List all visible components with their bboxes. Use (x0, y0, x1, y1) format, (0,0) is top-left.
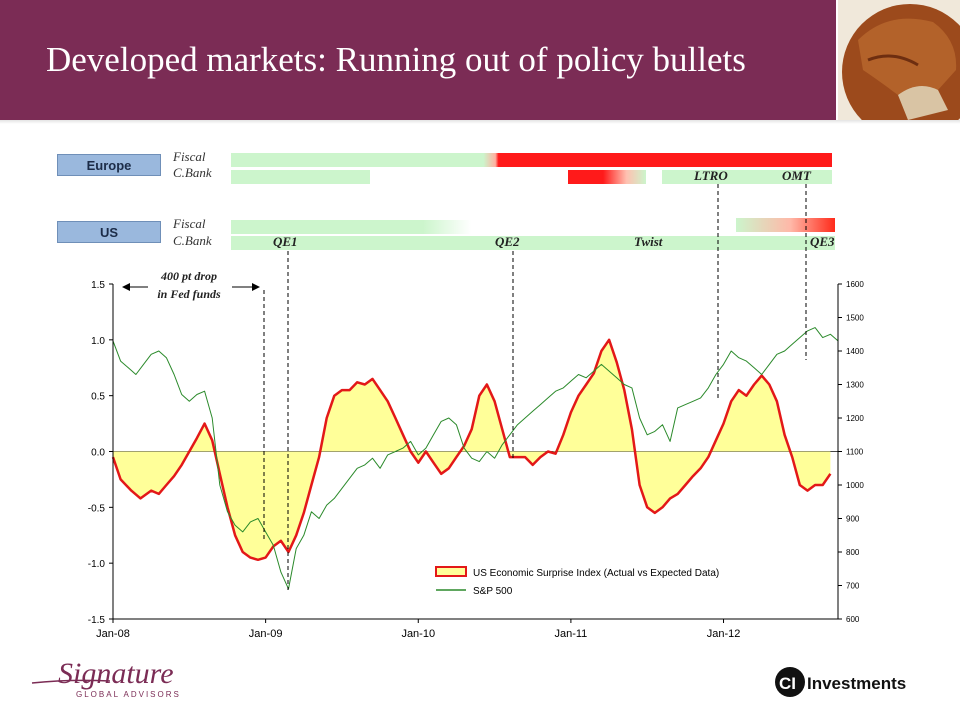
globe-photo-image (838, 0, 960, 120)
left-tick-label: 1.0 (91, 336, 105, 347)
right-tick-label: 1400 (846, 347, 864, 356)
us-cbank-label: C.Bank (173, 233, 212, 248)
left-tick-label: 1.5 (91, 280, 105, 291)
right-tick-label: 600 (846, 615, 860, 624)
x-tick-label: Jan-08 (96, 628, 130, 640)
legend-swatch-surprise (435, 566, 467, 577)
us-cbank-bar (231, 236, 835, 250)
right-tick-label: 800 (846, 548, 860, 557)
x-tick-label: Jan-12 (707, 628, 741, 640)
europe-cbank-bar-2 (568, 170, 646, 184)
left-tick-label: -1.0 (88, 559, 106, 570)
right-tick-label: 1100 (846, 448, 864, 457)
fed-funds-annotation-line2: in Fed funds (157, 287, 221, 301)
right-tick-label: 1600 (846, 280, 864, 289)
twist-label: Twist (634, 234, 663, 249)
us-fiscal-label: Fiscal (173, 216, 206, 231)
sp500-line (112, 327, 839, 590)
us-fiscal-bar-2 (736, 218, 835, 232)
signature-logo: Signature GLOBAL ADVISORS (30, 655, 200, 703)
surprise-index-line (111, 338, 832, 562)
svg-text:CI: CI (779, 674, 796, 693)
ci-investments-logo: CI Investments (774, 662, 924, 702)
europe-label: Europe (57, 154, 161, 176)
legend-label-sp500: S&P 500 (473, 586, 513, 597)
ltro-label: LTRO (694, 168, 728, 183)
ci-wordmark: Investments (807, 674, 906, 693)
omt-label: OMT (782, 168, 811, 183)
left-tick-label: 0.0 (91, 448, 105, 459)
europe-cbank-label: C.Bank (173, 165, 212, 180)
right-tick-label: 1300 (846, 381, 864, 390)
qe2-label: QE2 (495, 234, 520, 249)
right-tick-label: 700 (846, 582, 860, 591)
arrow-right-head (252, 283, 260, 291)
right-tick-label: 1000 (846, 481, 864, 490)
us-fiscal-bar-1 (231, 220, 471, 234)
us-label: US (57, 221, 161, 243)
right-tick-label: 1500 (846, 314, 864, 323)
left-tick-label: -0.5 (88, 503, 106, 514)
qe3-label: QE3 (810, 234, 835, 249)
x-tick-label: Jan-10 (401, 628, 435, 640)
left-tick-label: -1.5 (88, 615, 106, 626)
qe1-label: QE1 (273, 234, 298, 249)
surprise-index-area (113, 339, 831, 560)
signature-wordmark: Signature (58, 657, 174, 690)
signature-subtitle: GLOBAL ADVISORS (76, 690, 181, 699)
header-separator (0, 120, 960, 124)
title-banner: Developed markets: Running out of policy… (0, 0, 836, 120)
legend-label-surprise: US Economic Surprise Index (Actual vs Ex… (473, 568, 719, 579)
slide-title: Developed markets: Running out of policy… (46, 40, 746, 79)
x-tick-label: Jan-11 (554, 628, 587, 640)
europe-cbank-bar-3 (662, 170, 832, 184)
europe-fiscal-bar (231, 153, 832, 167)
europe-fiscal-label: Fiscal (173, 149, 206, 164)
right-tick-label: 900 (846, 515, 860, 524)
europe-cbank-bar-1 (231, 170, 370, 184)
left-tick-label: 0.5 (91, 392, 105, 403)
right-tick-label: 1200 (846, 414, 864, 423)
arrow-left-head (122, 283, 130, 291)
fed-funds-annotation-line1: 400 pt drop (160, 269, 217, 283)
x-tick-label: Jan-09 (249, 628, 283, 640)
